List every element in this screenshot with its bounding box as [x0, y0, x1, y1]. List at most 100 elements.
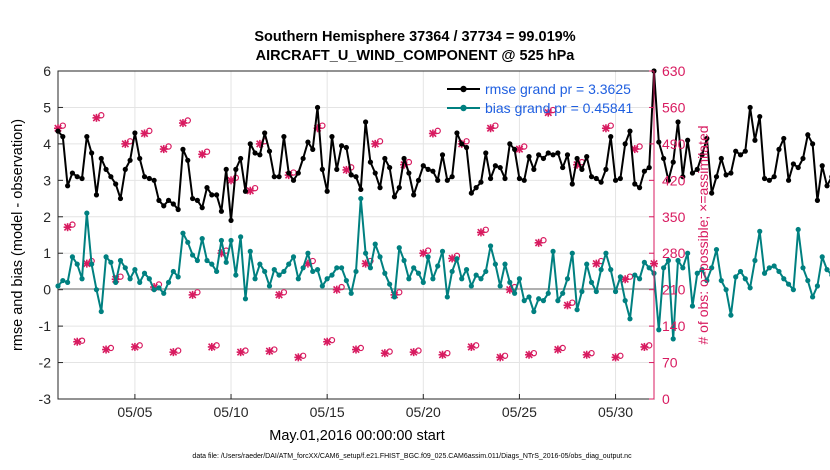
bias-point	[507, 279, 513, 285]
bias-point	[69, 254, 76, 260]
y-tick-label: -1	[39, 318, 52, 334]
rmse-point	[271, 174, 277, 180]
rmse-point	[439, 152, 446, 158]
y-right-tick-label: 350	[662, 209, 686, 225]
rmse-point	[790, 161, 796, 167]
obs-possible-marker	[521, 143, 528, 150]
rmse-point	[487, 175, 494, 182]
obs-possible-marker	[98, 112, 105, 119]
rmse-point	[497, 164, 503, 171]
y-right-tick-label: 630	[662, 63, 686, 79]
bias-point	[420, 279, 426, 285]
obs-possible-marker	[136, 342, 143, 349]
bias-point	[636, 276, 643, 282]
obs-possible-marker	[59, 122, 67, 129]
rmse-point	[396, 185, 402, 191]
obs-possible-marker	[376, 138, 384, 145]
bias-point	[266, 283, 273, 289]
chart-subtitle: AIRCRAFT_U_WIND_COMPONENT @ 525 hPa	[256, 48, 576, 64]
rmse-point	[276, 174, 282, 180]
bias-point	[435, 263, 441, 269]
bias-point	[737, 268, 744, 275]
bias-point	[766, 265, 772, 271]
bias-point	[175, 274, 181, 280]
bias-point	[189, 252, 196, 258]
rmse-point	[709, 190, 715, 196]
bias-point	[89, 261, 95, 267]
rmse-point	[516, 175, 523, 182]
y-right-tick-label: 70	[662, 355, 678, 371]
rmse-point	[310, 146, 316, 152]
rmse-point	[247, 141, 253, 147]
bias-point	[723, 287, 729, 293]
rmse-point	[189, 195, 196, 202]
rmse-point	[65, 183, 71, 189]
rmse-point	[612, 177, 619, 183]
rmse-point	[156, 197, 162, 203]
bias-point	[757, 228, 763, 234]
rmse-point	[819, 163, 825, 169]
legend-rmse-marker	[460, 85, 467, 93]
bias-point	[564, 276, 571, 282]
bias-point	[363, 250, 369, 256]
bias-point	[641, 259, 647, 265]
bias-point	[449, 268, 455, 275]
bias-point	[800, 265, 806, 271]
bias-point	[680, 265, 686, 271]
obs-possible-marker	[146, 127, 153, 135]
x-tick-label: 05/25	[502, 404, 537, 420]
rmse-point	[627, 128, 633, 134]
bias-point	[185, 239, 191, 245]
rmse-point	[718, 155, 724, 162]
rmse-point	[771, 174, 777, 180]
y-right-tick-label: 280	[662, 245, 686, 261]
bias-point	[459, 276, 465, 282]
rmse-point	[632, 181, 638, 187]
rmse-point	[435, 177, 441, 183]
bias-point	[790, 287, 796, 293]
bias-point	[199, 236, 205, 242]
rmse-point	[238, 155, 244, 162]
obs-possible-marker	[569, 299, 576, 306]
rmse-point	[214, 192, 220, 198]
rmse-point	[180, 146, 186, 152]
bias-point	[531, 308, 537, 315]
bias-point	[776, 268, 782, 275]
obs-possible-marker	[203, 148, 211, 155]
bias-point	[113, 279, 119, 285]
rmse-point	[314, 104, 321, 111]
y-tick-label: -3	[39, 391, 52, 407]
bias-point	[536, 296, 542, 302]
y-tick-label: -2	[39, 355, 52, 371]
rmse-point	[89, 150, 95, 156]
rmse-point	[334, 166, 340, 172]
obs-assimilated-marker	[92, 113, 101, 122]
bias-point	[598, 267, 604, 273]
obs-possible-marker	[636, 143, 643, 150]
bias-point	[810, 294, 816, 300]
rmse-point	[286, 170, 292, 176]
bias-point	[415, 270, 422, 276]
x-axis-label: May.01,2016 00:00:00 start	[269, 428, 444, 444]
bias-point	[478, 276, 484, 282]
bias-point	[391, 294, 398, 300]
bias-point	[670, 336, 676, 342]
rmse-point	[555, 150, 561, 156]
bias-point	[781, 276, 787, 282]
rmse-point	[281, 134, 287, 140]
bias-point	[223, 259, 229, 265]
bias-point	[463, 267, 470, 273]
rmse-point	[675, 119, 681, 125]
rmse-point	[103, 166, 109, 172]
bias-point	[656, 327, 662, 333]
bias-point	[262, 268, 268, 275]
bias-point	[137, 279, 143, 285]
obs-possible-marker	[472, 342, 480, 349]
bias-point	[752, 257, 758, 264]
bias-point	[286, 261, 292, 267]
obs-possible-marker	[482, 226, 489, 233]
obs-assimilated-marker	[486, 124, 495, 133]
bias-point	[699, 267, 705, 273]
rmse-point	[146, 175, 152, 182]
obs-possible-marker	[194, 289, 201, 296]
